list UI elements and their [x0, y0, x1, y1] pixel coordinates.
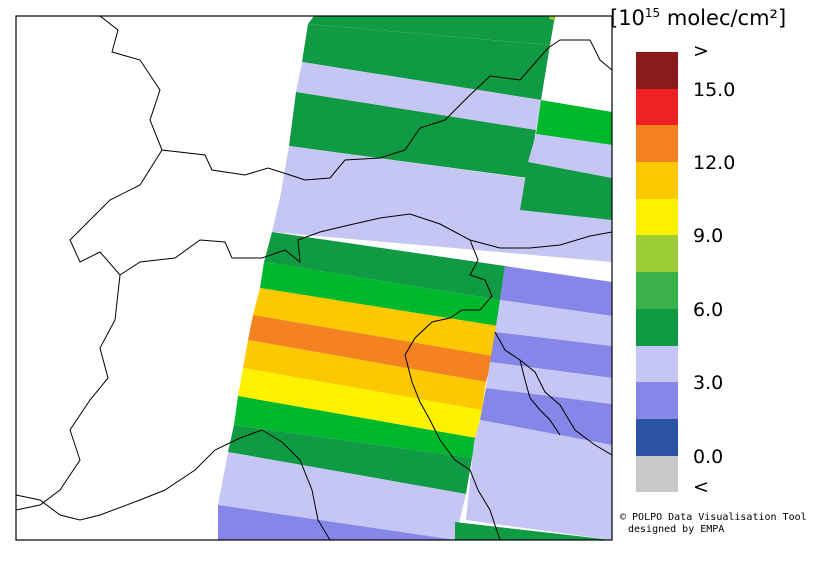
legend-tick: 9.0 [693, 225, 724, 247]
credit-line-1: © POLPO Data Visualisation Tool [620, 512, 807, 523]
colorbar-swatch [636, 455, 678, 493]
colorbar-swatch [636, 162, 678, 199]
colorbar-swatch [636, 125, 678, 163]
colorbar-swatch [636, 198, 678, 236]
colorbar-swatch [636, 418, 678, 456]
legend-tick: 3.0 [693, 372, 724, 394]
border-lines [16, 16, 612, 540]
colorbar-swatch [636, 345, 678, 383]
legend-tick: 15.0 [693, 79, 736, 101]
satellite-swath [218, 16, 612, 540]
unit-suffix: molec/cm²] [660, 6, 787, 30]
legend-tick: 0.0 [693, 446, 724, 468]
unit-prefix: [10 [610, 6, 645, 30]
colorbar-swatch [636, 308, 678, 346]
colorbar-swatch [636, 88, 678, 126]
credit-text: © POLPO Data Visualisation Tool designed… [620, 512, 807, 536]
legend-tick: 6.0 [693, 299, 724, 321]
unit-exponent: 15 [644, 6, 661, 20]
credit-line-2: designed by EMPA [628, 524, 725, 535]
colorbar-swatch [636, 272, 678, 309]
map-frame [15, 15, 613, 541]
colorbar-swatch [636, 235, 678, 273]
colorbar [636, 52, 678, 493]
colorbar-swatch [636, 382, 678, 419]
legend-tick: 12.0 [693, 152, 736, 174]
legend-unit-label: [1015 molec/cm²] [610, 6, 786, 30]
colorbar-swatch [636, 52, 678, 89]
legend-tick: < [693, 476, 709, 498]
legend-tick: > [693, 40, 709, 62]
